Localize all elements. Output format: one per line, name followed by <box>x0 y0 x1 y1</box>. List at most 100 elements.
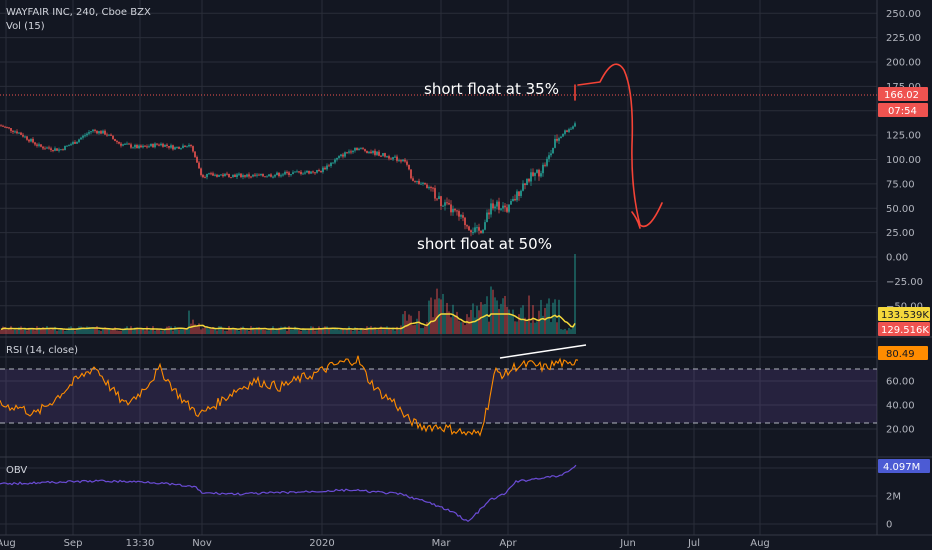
obv-line <box>0 464 577 523</box>
candle-body <box>240 173 242 178</box>
volume-bar <box>456 311 458 334</box>
candle-body <box>526 178 528 186</box>
volume-bar <box>516 321 518 334</box>
candle-body <box>48 147 50 149</box>
candle-body <box>262 173 264 177</box>
volume-bar <box>500 303 502 334</box>
candle-body <box>222 174 224 177</box>
volume-bar <box>168 326 170 334</box>
volume-bar <box>182 329 184 334</box>
volume-bar <box>294 326 296 334</box>
volume-bar <box>156 329 158 334</box>
volume-bar <box>260 328 262 334</box>
candle-body <box>272 176 274 178</box>
volume-bar <box>270 328 272 334</box>
volume-bar <box>240 327 242 334</box>
candle-body <box>26 136 28 140</box>
volume-bar <box>50 329 52 334</box>
candle-body <box>452 208 454 213</box>
volume-bar <box>552 302 554 334</box>
candle-body <box>332 162 334 164</box>
candle-body <box>298 171 300 173</box>
candle-body <box>418 180 420 185</box>
volume-bar <box>250 326 252 334</box>
rsi-axis-labels[interactable]: 60.00 40.00 20.00 <box>886 377 915 436</box>
candle-body <box>554 138 556 148</box>
candle-body <box>116 141 118 143</box>
volume-bar <box>288 326 290 334</box>
candle-body <box>390 158 392 160</box>
obv-axis-labels[interactable]: 2M 0 <box>886 492 901 531</box>
candle-body <box>180 148 182 150</box>
candle-body <box>410 169 412 179</box>
candle-body <box>530 172 532 182</box>
volume-bar <box>44 329 46 334</box>
volume-bar <box>536 321 538 334</box>
volume-bar <box>264 330 266 334</box>
candle-body <box>504 205 506 208</box>
volume-bar <box>66 330 68 334</box>
volume-bar <box>14 329 16 334</box>
rsi-trendline[interactable] <box>499 344 587 359</box>
volume-bar <box>206 327 208 334</box>
candle-body <box>58 149 60 151</box>
volume-bar <box>334 327 336 334</box>
candle-body <box>252 174 254 177</box>
candle-body <box>120 143 122 146</box>
candle-body <box>326 165 328 170</box>
obv-tick-label: 0 <box>886 520 892 531</box>
candle-body <box>328 165 330 167</box>
volume-bar <box>2 326 4 334</box>
time-tick-label: 13:30 <box>126 538 155 549</box>
volume-bar <box>520 307 522 334</box>
volume-bar <box>346 328 348 334</box>
volume-bar <box>380 326 382 334</box>
candle-body <box>228 174 230 178</box>
candle-body <box>388 156 390 159</box>
volume-bar <box>430 297 432 334</box>
candle-body <box>496 201 498 207</box>
volume-bar <box>558 299 560 334</box>
volume-bar <box>352 330 354 334</box>
candle-body <box>160 143 162 146</box>
volume-bar <box>406 320 408 334</box>
volume-bar <box>574 254 576 334</box>
volume-bar <box>138 329 140 334</box>
last-price-badge: 166.02 <box>878 87 928 101</box>
volume-bar <box>186 328 188 334</box>
volume-bar <box>248 330 250 334</box>
volume-bar <box>296 328 298 334</box>
volume-bar <box>348 326 350 334</box>
volume-bar <box>498 308 500 334</box>
volume-bar <box>450 317 452 334</box>
candle-body <box>536 169 538 173</box>
svg-text:4.097M: 4.097M <box>883 462 920 473</box>
volume-bar <box>496 300 498 334</box>
volume-bar <box>510 314 512 334</box>
candle-body <box>218 175 220 177</box>
candle-body <box>488 212 490 215</box>
candle-body <box>442 205 444 207</box>
volume-bar <box>224 330 226 334</box>
time-tick-label: Mar <box>432 538 452 549</box>
red-forecast-drawing[interactable] <box>574 63 663 229</box>
candle-body <box>104 130 106 135</box>
candle-body <box>10 128 12 131</box>
volume-bar <box>342 328 344 334</box>
candle-body <box>264 176 266 178</box>
candle-body <box>360 148 362 150</box>
volume-bar <box>262 329 264 334</box>
volume-bar <box>462 322 464 334</box>
candle-body <box>546 158 548 166</box>
candle-body <box>130 144 132 148</box>
candle-body <box>74 142 76 144</box>
candle-body <box>188 144 190 147</box>
candle-body <box>112 135 114 139</box>
candle-body <box>250 176 252 178</box>
candle-body <box>566 130 568 132</box>
volume-bar <box>46 326 48 334</box>
volume-bar <box>80 326 82 334</box>
grid-lines <box>0 0 877 535</box>
time-axis-labels[interactable]: Aug Sep 13:30 Nov 2020 Mar Apr Jun Jul Aug <box>0 538 770 549</box>
